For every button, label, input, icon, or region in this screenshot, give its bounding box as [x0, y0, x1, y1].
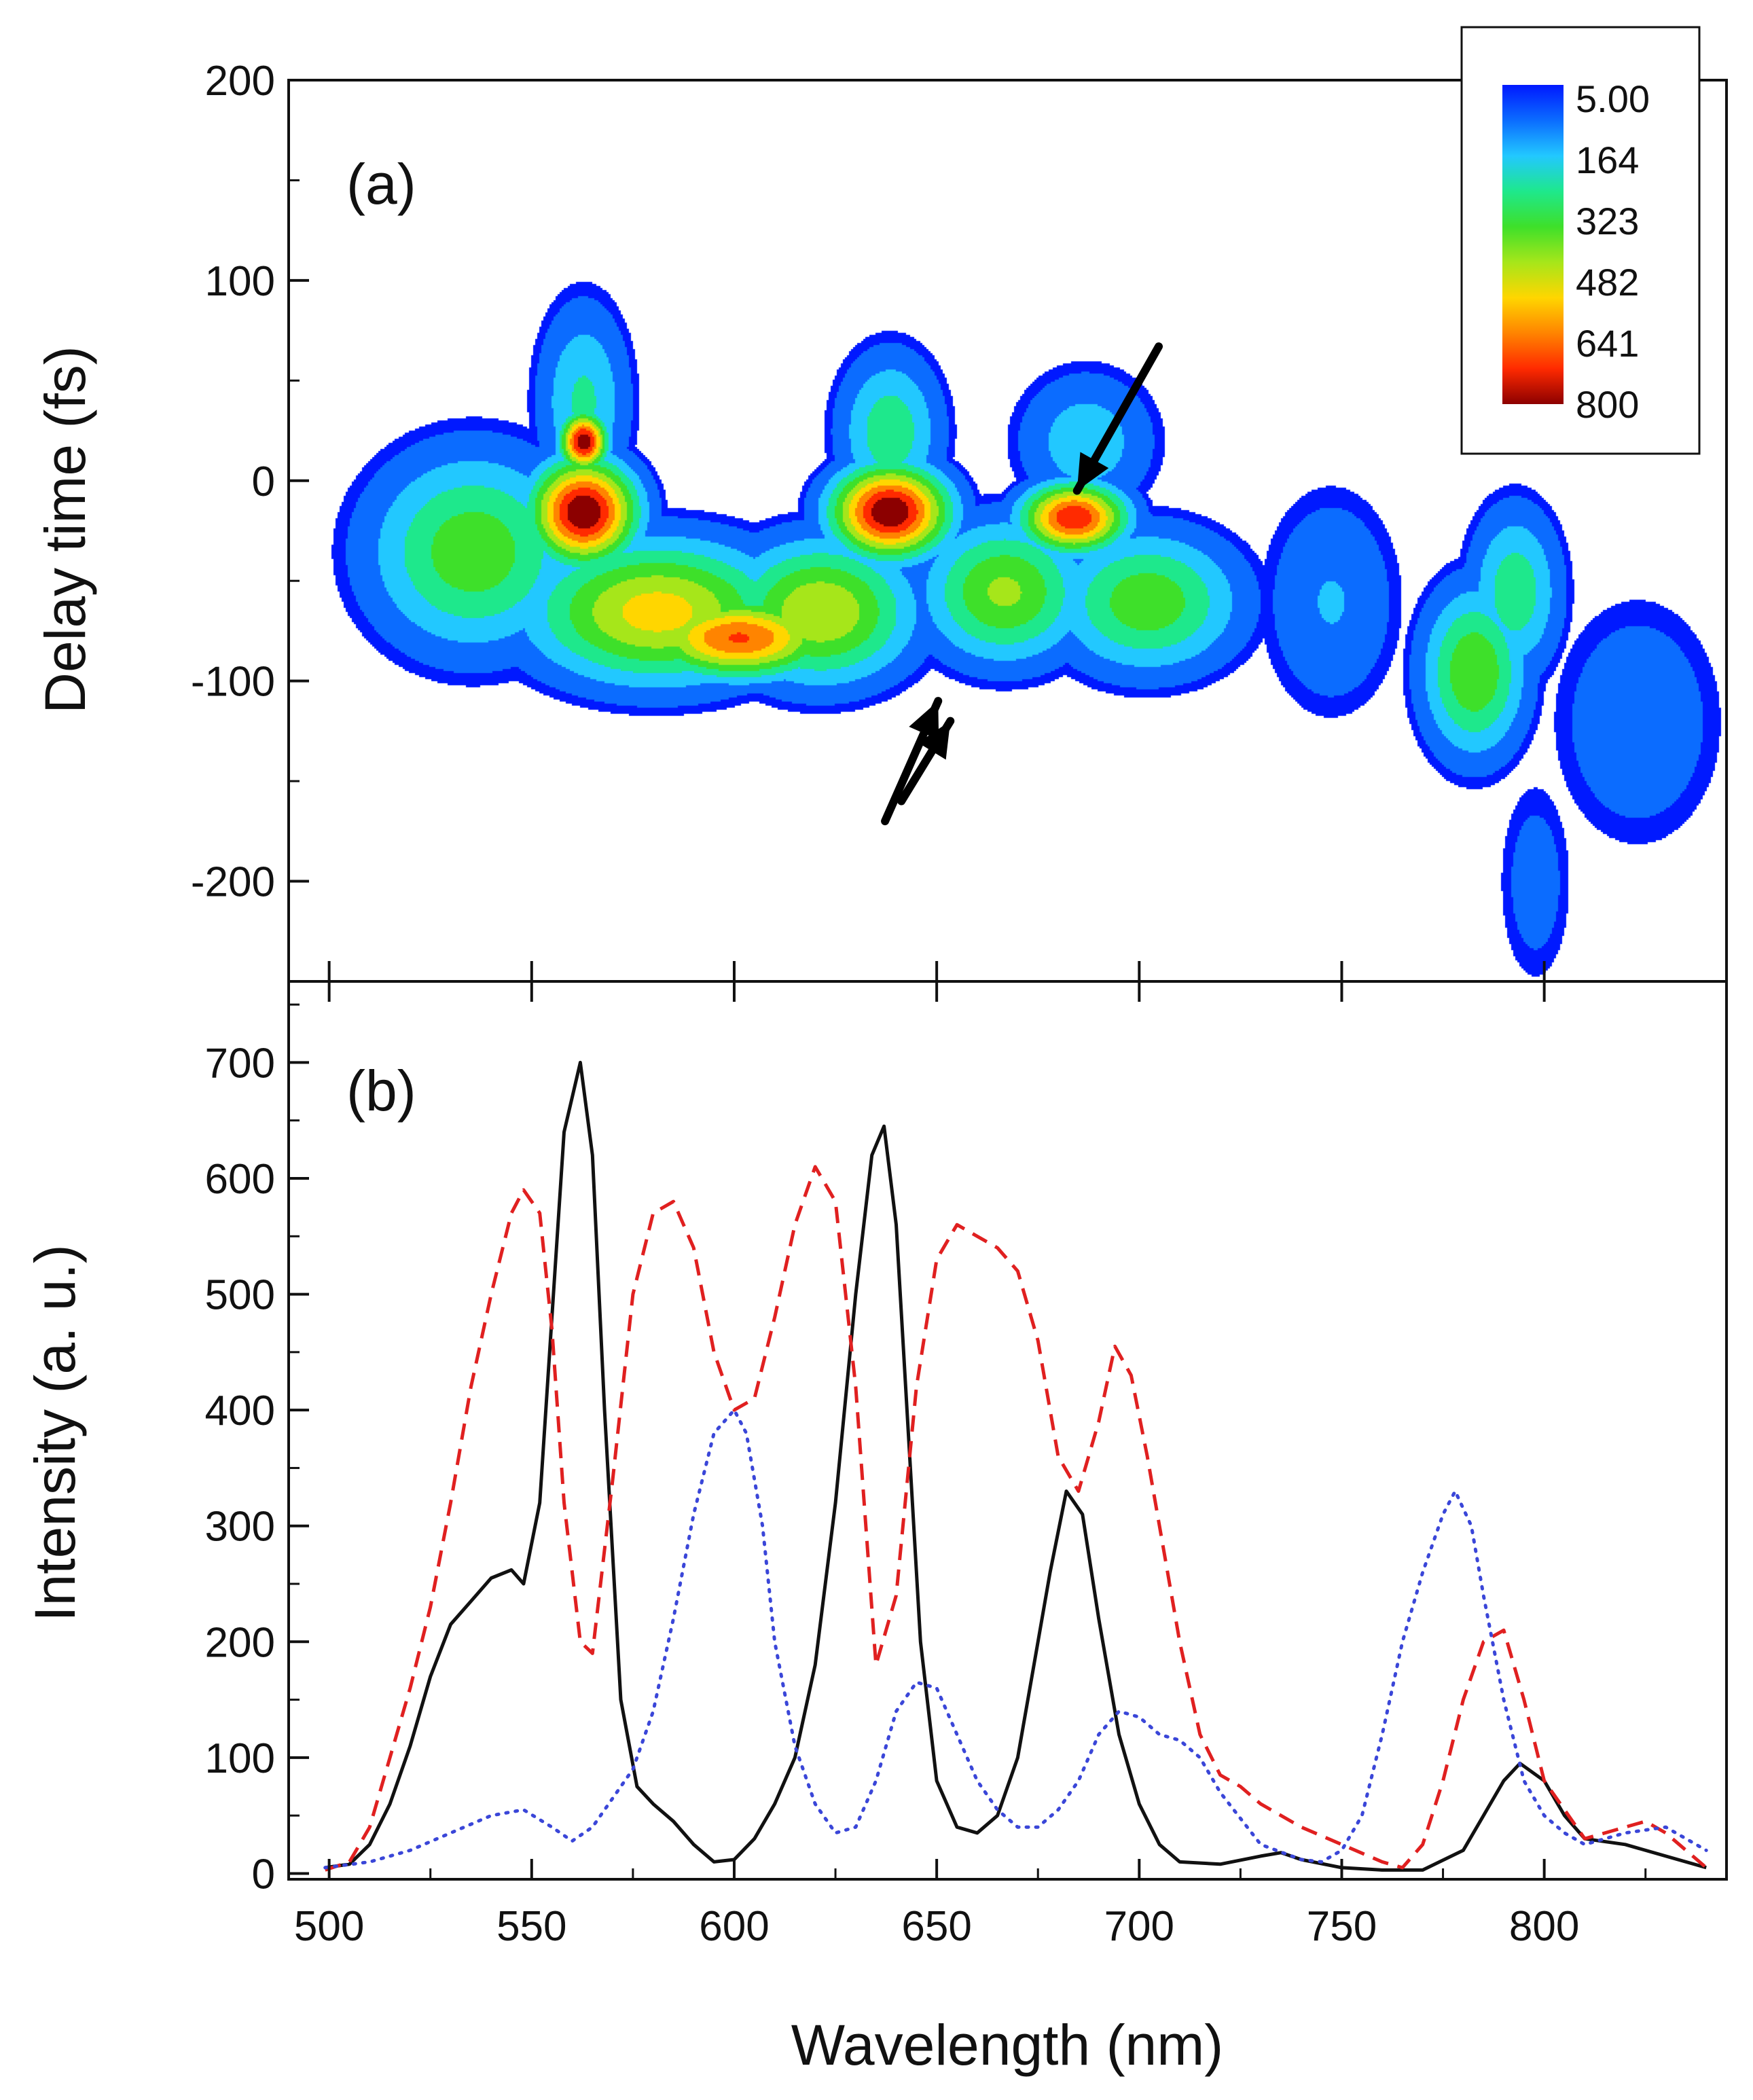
- colorbar: [1502, 85, 1564, 404]
- arrows: [881, 342, 1163, 826]
- panel-a-ticks: 200 100 0 -100 -200: [191, 58, 1546, 1002]
- lines: [323, 1060, 1708, 1872]
- y-tick-label: 700: [205, 1040, 275, 1087]
- series-line: [325, 1060, 1707, 1872]
- colorbar-labels: 5.00 164 323 482 641 800: [1576, 77, 1650, 426]
- x-tick-label: 750: [1307, 1903, 1377, 1950]
- colorbar-legend: 5.00 164 323 482 641 800: [1460, 26, 1701, 455]
- panel-b: [323, 1060, 1708, 1872]
- x-tick-label: 500: [294, 1903, 364, 1950]
- x-tick-label: 650: [901, 1903, 971, 1950]
- panel-b-ylabel: Intensity (a. u.): [23, 1244, 87, 1622]
- y-tick-label: 0: [252, 458, 275, 505]
- y-tick-label: 100: [205, 1735, 275, 1782]
- y-tick-label: 500: [205, 1272, 275, 1319]
- colorbar-label: 800: [1576, 383, 1639, 426]
- y-tick-label: -200: [191, 859, 275, 906]
- arrow-head: [1077, 452, 1109, 491]
- colorbar-label: 641: [1576, 322, 1639, 365]
- series-line: [323, 1408, 1708, 1870]
- y-tick-label: 400: [205, 1388, 275, 1434]
- y-tick-label: 200: [205, 58, 275, 105]
- colorbar-label: 482: [1576, 261, 1639, 304]
- x-tick-label: 600: [699, 1903, 769, 1950]
- panel-a-ylabel: Delay time (fs): [33, 346, 97, 713]
- panel-b-ticks: 0 100 200 300 400 500 600 700 500 550 600 650 700 750…: [205, 1003, 1647, 1950]
- y-tick-label: 100: [205, 258, 275, 305]
- arrow-head: [918, 721, 951, 760]
- y-tick-label: 300: [205, 1504, 275, 1551]
- panel-a-label: (a): [346, 152, 416, 216]
- y-tick-label: 0: [252, 1851, 275, 1898]
- panel-b-label: (b): [346, 1059, 416, 1123]
- colorbar-label: 164: [1576, 139, 1639, 181]
- legend-box: [1460, 26, 1701, 455]
- x-tick-label: 700: [1104, 1903, 1174, 1950]
- panel-b-xlabel: Wavelength (nm): [791, 2013, 1223, 2077]
- arrow-head: [909, 701, 939, 740]
- plot-frame: [287, 79, 1728, 1881]
- x-tick-label: 550: [496, 1903, 566, 1950]
- colorbar-label: 323: [1576, 200, 1639, 242]
- x-tick-label: 800: [1509, 1903, 1579, 1950]
- y-tick-label: 200: [205, 1619, 275, 1666]
- colorbar-label: 5.00: [1576, 77, 1650, 120]
- panel-a: [881, 342, 1163, 826]
- y-tick-label: 600: [205, 1156, 275, 1203]
- y-tick-label: -100: [191, 659, 275, 706]
- series-line: [324, 1165, 1707, 1872]
